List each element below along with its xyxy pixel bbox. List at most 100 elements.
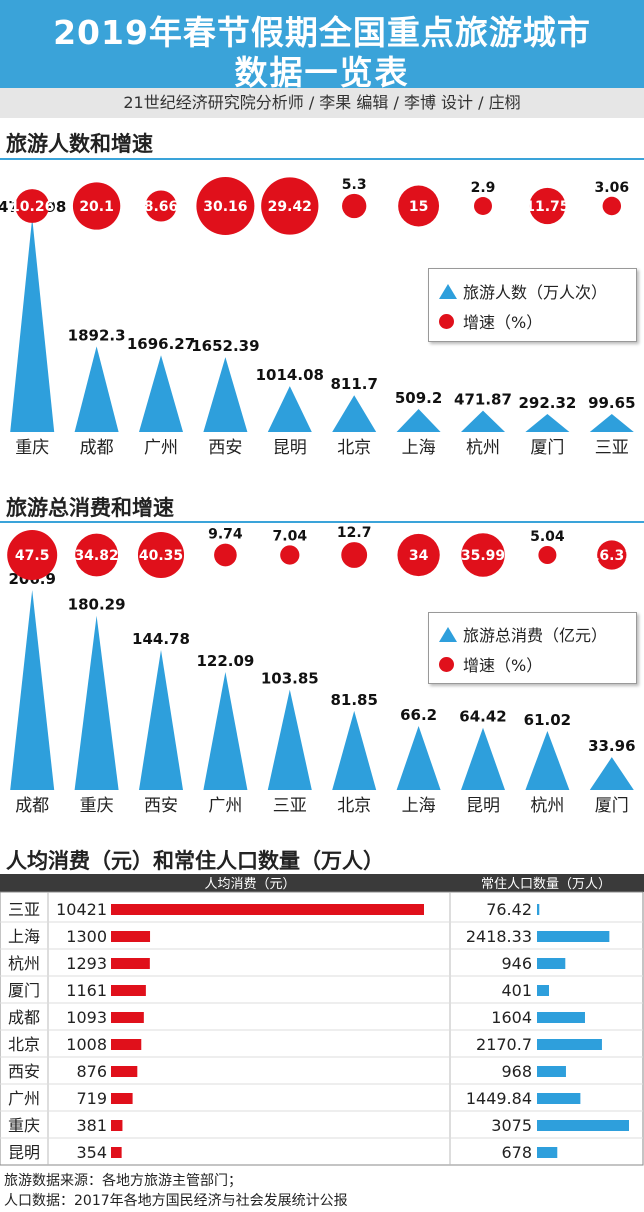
growth-value-label: 35.99 [461, 548, 505, 564]
table-section-title: 人均消费（元）和常住人口数量（万人） [6, 849, 384, 873]
triangle-mark [525, 731, 570, 790]
growth-value-label: 10.26 [10, 199, 54, 215]
growth-circle-mark [529, 187, 566, 225]
per-capita-value: 1093 [66, 1008, 107, 1027]
growth-value-label: 3.06 [595, 180, 630, 196]
category-label: 昆明 [273, 438, 307, 458]
triangle-mark [589, 757, 634, 790]
triangle-icon [439, 627, 457, 642]
population-bar [537, 958, 566, 969]
growth-circle-mark [72, 182, 121, 230]
triangle-icon [439, 284, 457, 299]
growth-circle-mark [342, 193, 367, 219]
population-value: 76.42 [486, 900, 532, 919]
triangle-value-label: 1014.08 [256, 366, 324, 384]
spending-section-divider [0, 521, 644, 523]
visitors-section-divider [0, 158, 644, 160]
source-note-population: 人口数据：2017年各地方国民经济与社会发展统计公报 [4, 1193, 348, 1209]
population-bar [537, 1012, 585, 1023]
category-label: 杭州 [466, 438, 500, 458]
triangle-mark [74, 615, 119, 790]
circle-icon [439, 314, 454, 329]
triangle-mark [139, 650, 183, 790]
growth-value-label: 16.31 [590, 548, 634, 564]
per-capita-bar [111, 1093, 133, 1104]
population-value: 946 [501, 954, 532, 973]
population-bar [537, 1147, 558, 1158]
population-bar [537, 1066, 566, 1077]
triangle-value-label: 292.32 [518, 394, 576, 412]
per-capita-bar [111, 1147, 122, 1158]
triangle-value-label: 1696.27 [127, 335, 195, 353]
growth-value-label: 5.04 [530, 529, 565, 545]
per-capita-bar [111, 985, 146, 996]
category-label: 广州 [144, 438, 178, 458]
row-city-label: 三亚 [8, 900, 40, 919]
category-label: 成都 [80, 438, 114, 458]
triangle-mark [461, 410, 505, 432]
growth-circle-mark [602, 196, 622, 216]
triangle-value-label: 509.2 [395, 389, 442, 407]
category-label: 重庆 [80, 796, 114, 816]
credit-line: 21世纪经济研究院分析师 / 李果 编辑 / 李博 设计 / 庄栩 [0, 88, 644, 118]
triangle-value-label: 99.65 [588, 394, 635, 412]
triangle-value-label: 33.96 [588, 737, 635, 755]
triangle-value-label: 1892.3 [68, 326, 126, 344]
category-label: 广州 [208, 796, 242, 816]
growth-circle-mark [137, 531, 185, 579]
category-label: 厦门 [530, 438, 564, 458]
population-value: 968 [501, 1062, 532, 1081]
triangle-mark [10, 590, 55, 790]
triangle-value-label: 122.09 [196, 652, 254, 670]
growth-circle-mark [7, 530, 58, 580]
per-capita-bar [111, 958, 150, 969]
row-city-label: 昆明 [8, 1143, 40, 1162]
per-capita-value: 1008 [66, 1035, 107, 1054]
triangle-mark [139, 355, 183, 432]
per-capita-value: 381 [76, 1116, 107, 1135]
table-border [0, 891, 644, 1166]
growth-circle-mark [461, 533, 505, 577]
growth-value-label: 30.16 [203, 199, 247, 215]
growth-value-label: 8.66 [144, 199, 179, 215]
triangle-value-label: 61.02 [524, 711, 571, 729]
category-label: 上海 [402, 796, 436, 816]
per-capita-value: 1161 [66, 981, 107, 1000]
category-label: 西安 [144, 796, 178, 816]
triangle-mark [267, 386, 312, 432]
triangle-mark [396, 408, 441, 432]
growth-value-label: 20.1 [79, 199, 114, 215]
category-label: 三亚 [595, 438, 629, 458]
row-city-label: 广州 [8, 1089, 40, 1108]
growth-value-label: 2.9 [471, 180, 496, 196]
category-label: 北京 [337, 796, 371, 816]
growth-circle-mark [261, 177, 319, 235]
triangle-value-label: 103.85 [261, 670, 319, 688]
category-label: 西安 [208, 438, 242, 458]
growth-value-label: 34 [409, 548, 429, 564]
legend-label: 增速（%） [463, 656, 543, 675]
per-capita-bar [111, 1120, 123, 1131]
triangle-mark [332, 710, 377, 790]
population-bar [537, 931, 610, 942]
column-header-population: 常住人口数量（万人） [481, 877, 611, 892]
row-city-label: 北京 [8, 1035, 40, 1054]
triangle-value-label: 64.42 [459, 708, 506, 726]
row-city-label: 重庆 [8, 1116, 40, 1135]
source-note-tourism: 旅游数据来源：各地方旅游主管部门； [4, 1173, 242, 1189]
legend-item-visitors: 旅游人数（万人次） [439, 279, 607, 303]
row-city-label: 西安 [8, 1062, 40, 1081]
triangle-value-label: 1652.39 [191, 337, 259, 355]
triangle-mark [461, 727, 505, 790]
triangle-mark [203, 357, 248, 432]
legend-item-growth: 增速（%） [439, 652, 542, 676]
triangle-mark [203, 671, 248, 790]
growth-value-label: 12.7 [337, 525, 372, 541]
per-capita-population-table: 人均消费（元） 常住人口数量（万人） 三亚 10421 76.42 上海 1300 2418.… [0, 874, 644, 1166]
population-value: 1604 [491, 1008, 532, 1027]
triangle-mark [10, 218, 55, 432]
category-label: 厦门 [595, 796, 629, 816]
growth-circle-mark [15, 189, 50, 223]
visitors-section-title: 旅游人数和增速 [6, 132, 153, 156]
table-header-bar [0, 874, 644, 892]
